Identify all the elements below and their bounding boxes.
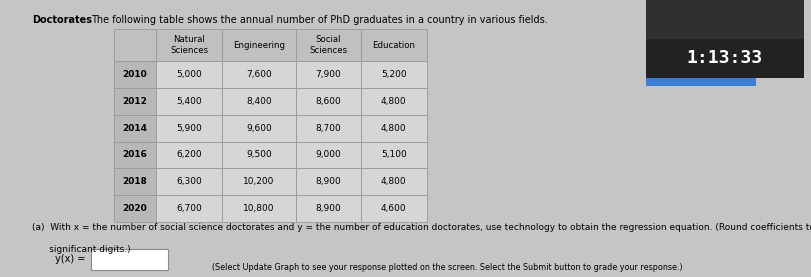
Text: Engineering: Engineering (233, 40, 285, 50)
Text: (a)  With x = the number of social science doctorates and y = the number of educ: (a) With x = the number of social scienc… (32, 223, 811, 232)
Text: 8,600: 8,600 (315, 97, 341, 106)
Text: 10,800: 10,800 (243, 204, 274, 213)
Text: 4,800: 4,800 (380, 97, 406, 106)
Text: 9,600: 9,600 (246, 124, 272, 133)
Text: 1:13:33: 1:13:33 (686, 49, 762, 67)
Text: 2014: 2014 (122, 124, 147, 133)
Text: 2020: 2020 (122, 204, 147, 213)
Text: (Select Update Graph to see your response plotted on the screen. Select the Subm: (Select Update Graph to see your respons… (32, 263, 682, 272)
Text: Doctorates: Doctorates (32, 15, 92, 25)
Text: 5,100: 5,100 (380, 150, 406, 160)
Text: 2012: 2012 (122, 97, 147, 106)
Text: 9,000: 9,000 (315, 150, 341, 160)
Text: 6,200: 6,200 (176, 150, 202, 160)
Text: 2018: 2018 (122, 177, 147, 186)
Text: 9,500: 9,500 (246, 150, 272, 160)
Text: 4,600: 4,600 (380, 204, 406, 213)
Text: Social
Sciences: Social Sciences (309, 35, 346, 55)
Text: 5,900: 5,900 (176, 124, 202, 133)
Text: y(x) =: y(x) = (55, 254, 85, 264)
Text: 8,700: 8,700 (315, 124, 341, 133)
Text: Natural
Sciences: Natural Sciences (170, 35, 208, 55)
Text: significant digits.): significant digits.) (32, 245, 131, 254)
Text: 10,200: 10,200 (243, 177, 274, 186)
Text: 7,900: 7,900 (315, 70, 341, 79)
Text: Education: Education (372, 40, 414, 50)
Text: 2016: 2016 (122, 150, 147, 160)
Text: 4,800: 4,800 (380, 124, 406, 133)
Text: 2010: 2010 (122, 70, 147, 79)
Text: 8,400: 8,400 (246, 97, 272, 106)
Text: 5,200: 5,200 (380, 70, 406, 79)
Text: 5,000: 5,000 (176, 70, 202, 79)
Text: 6,700: 6,700 (176, 204, 202, 213)
Text: 5,400: 5,400 (176, 97, 202, 106)
Text: 7,600: 7,600 (246, 70, 272, 79)
Text: 6,300: 6,300 (176, 177, 202, 186)
Text: 8,900: 8,900 (315, 204, 341, 213)
Text: 4,800: 4,800 (380, 177, 406, 186)
Text: 8,900: 8,900 (315, 177, 341, 186)
Text: The following table shows the annual number of PhD graduates in a country in var: The following table shows the annual num… (91, 15, 547, 25)
